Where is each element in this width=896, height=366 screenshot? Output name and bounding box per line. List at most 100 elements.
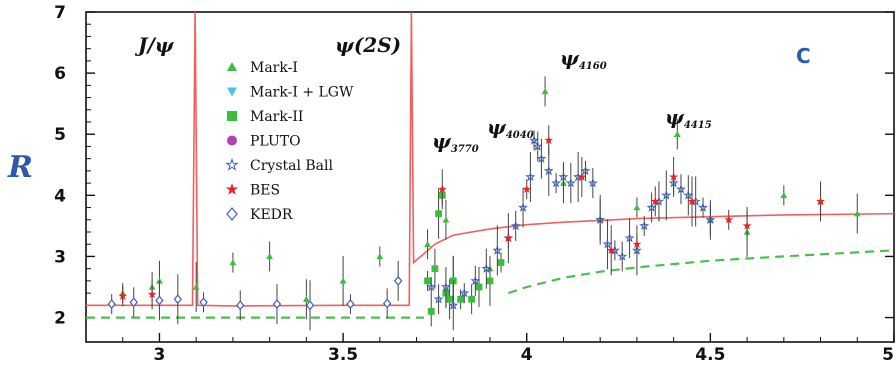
data-point <box>426 281 437 292</box>
data-point <box>431 265 439 273</box>
data-point <box>669 172 679 181</box>
data-point <box>339 277 347 284</box>
data-point <box>698 202 709 212</box>
resonance-label: J/ψ <box>134 33 175 57</box>
data-point <box>346 299 355 310</box>
data-point <box>541 88 549 95</box>
data-point <box>529 135 540 145</box>
y-tick-label: 7 <box>54 3 66 23</box>
data-point <box>497 259 505 266</box>
legend-label: BES <box>250 183 280 199</box>
x-tick-label: 4 <box>521 345 533 365</box>
legend-marker <box>226 207 238 221</box>
resonance-label: ψ4160 <box>560 46 607 72</box>
data-point <box>475 283 483 291</box>
resonance-label: ψ4040 <box>487 115 534 141</box>
data-point <box>236 300 245 311</box>
data-point <box>424 240 431 247</box>
data-point <box>522 184 532 193</box>
data-point <box>442 216 450 223</box>
legend-marker <box>227 111 237 121</box>
x-tick-label: 5 <box>882 345 894 365</box>
data-point <box>510 220 521 231</box>
data-point <box>107 299 116 310</box>
data-point <box>632 239 642 248</box>
data-point <box>606 245 616 255</box>
resonance-label: ψ3770 <box>432 129 479 155</box>
legend-marker <box>227 135 237 146</box>
data-point <box>427 308 435 315</box>
data-point <box>661 190 672 200</box>
data-point <box>551 177 562 188</box>
data-point <box>565 177 576 188</box>
data-point <box>602 239 613 249</box>
legend-marker <box>227 87 237 97</box>
data-point <box>440 281 451 292</box>
data-point <box>595 214 606 225</box>
legend-marker <box>225 157 239 171</box>
data-point <box>816 196 825 206</box>
y-tick-label: 2 <box>54 309 66 329</box>
legend-label: Mark-II <box>250 109 303 125</box>
data-point <box>646 202 657 212</box>
data-point <box>705 214 716 225</box>
data-point <box>683 190 694 200</box>
data-point <box>272 299 282 310</box>
data-point <box>503 233 513 242</box>
data-point <box>173 294 182 305</box>
legend-label: PLUTO <box>250 134 301 150</box>
data-point <box>544 135 554 145</box>
data-point <box>518 202 529 212</box>
resonance-label: ψ(2S) <box>335 33 401 57</box>
data-point <box>639 220 650 231</box>
y-tick-label: 6 <box>54 64 66 84</box>
data-point <box>118 291 128 300</box>
data-point <box>687 196 697 206</box>
data-point <box>481 263 492 273</box>
data-point <box>633 204 641 211</box>
curve-continuum <box>508 249 894 295</box>
data-point <box>536 153 547 163</box>
data-point <box>617 251 628 261</box>
legend-label: Mark-I <box>250 60 298 76</box>
resonance-subscript: 4160 <box>579 61 607 72</box>
data-point <box>780 191 788 199</box>
data-point <box>305 300 315 311</box>
data-point <box>532 141 543 151</box>
y-tick-label: 3 <box>54 247 66 267</box>
data-point <box>675 184 686 194</box>
data-point <box>580 165 591 176</box>
data-point <box>650 196 660 206</box>
data-point <box>147 289 157 299</box>
data-point <box>199 297 208 308</box>
y-tick-label: 5 <box>54 125 66 145</box>
resonance-subscript: 4415 <box>684 120 712 131</box>
data-point <box>302 295 310 302</box>
legend-label: KEDR <box>250 207 293 223</box>
curve-theory <box>86 12 894 307</box>
data-point <box>433 294 444 304</box>
x-tick-label: 3.5 <box>328 345 358 365</box>
data-point <box>543 165 554 176</box>
data-point <box>492 245 503 255</box>
data-point <box>577 172 587 181</box>
data-point <box>192 283 200 290</box>
data-point <box>742 221 752 230</box>
data-point <box>435 210 442 218</box>
legend-marker <box>225 183 239 195</box>
data-point <box>468 295 476 303</box>
legend-label: Crystal Ball <box>250 158 334 174</box>
data-point <box>587 177 598 188</box>
data-point <box>525 171 536 182</box>
data-point <box>448 300 459 310</box>
data-point <box>382 298 392 309</box>
data-point <box>457 295 465 303</box>
resonance-subscript: 4040 <box>506 130 534 141</box>
data-point <box>724 215 734 224</box>
data-point <box>853 210 861 217</box>
y-axis-label: R <box>7 150 33 185</box>
resonance-label: ψ4415 <box>665 105 712 131</box>
legend: Mark-I Mark-I + LGW Mark-II PLUTO Crystal Ba… <box>225 60 354 223</box>
data-point <box>129 297 138 308</box>
data-point <box>446 295 453 303</box>
